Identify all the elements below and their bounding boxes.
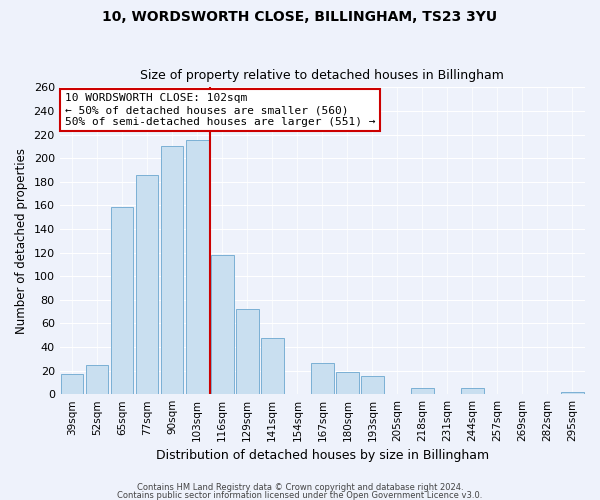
Y-axis label: Number of detached properties: Number of detached properties bbox=[15, 148, 28, 334]
Bar bbox=[111, 206, 133, 394]
Text: Contains public sector information licensed under the Open Government Licence v3: Contains public sector information licen… bbox=[118, 490, 482, 500]
Bar bbox=[411, 388, 434, 394]
Bar bbox=[361, 376, 383, 394]
Bar bbox=[261, 338, 284, 394]
Bar bbox=[211, 255, 233, 394]
Bar bbox=[136, 174, 158, 394]
Bar bbox=[311, 364, 334, 394]
Bar bbox=[561, 392, 584, 394]
Bar bbox=[186, 140, 209, 394]
Bar bbox=[86, 364, 109, 394]
X-axis label: Distribution of detached houses by size in Billingham: Distribution of detached houses by size … bbox=[156, 450, 489, 462]
Text: Contains HM Land Registry data © Crown copyright and database right 2024.: Contains HM Land Registry data © Crown c… bbox=[137, 483, 463, 492]
Text: 10 WORDSWORTH CLOSE: 102sqm
← 50% of detached houses are smaller (560)
50% of se: 10 WORDSWORTH CLOSE: 102sqm ← 50% of det… bbox=[65, 94, 376, 126]
Text: 10, WORDSWORTH CLOSE, BILLINGHAM, TS23 3YU: 10, WORDSWORTH CLOSE, BILLINGHAM, TS23 3… bbox=[103, 10, 497, 24]
Bar bbox=[236, 309, 259, 394]
Bar bbox=[336, 372, 359, 394]
Bar bbox=[461, 388, 484, 394]
Bar bbox=[161, 146, 184, 394]
Title: Size of property relative to detached houses in Billingham: Size of property relative to detached ho… bbox=[140, 69, 504, 82]
Bar bbox=[61, 374, 83, 394]
